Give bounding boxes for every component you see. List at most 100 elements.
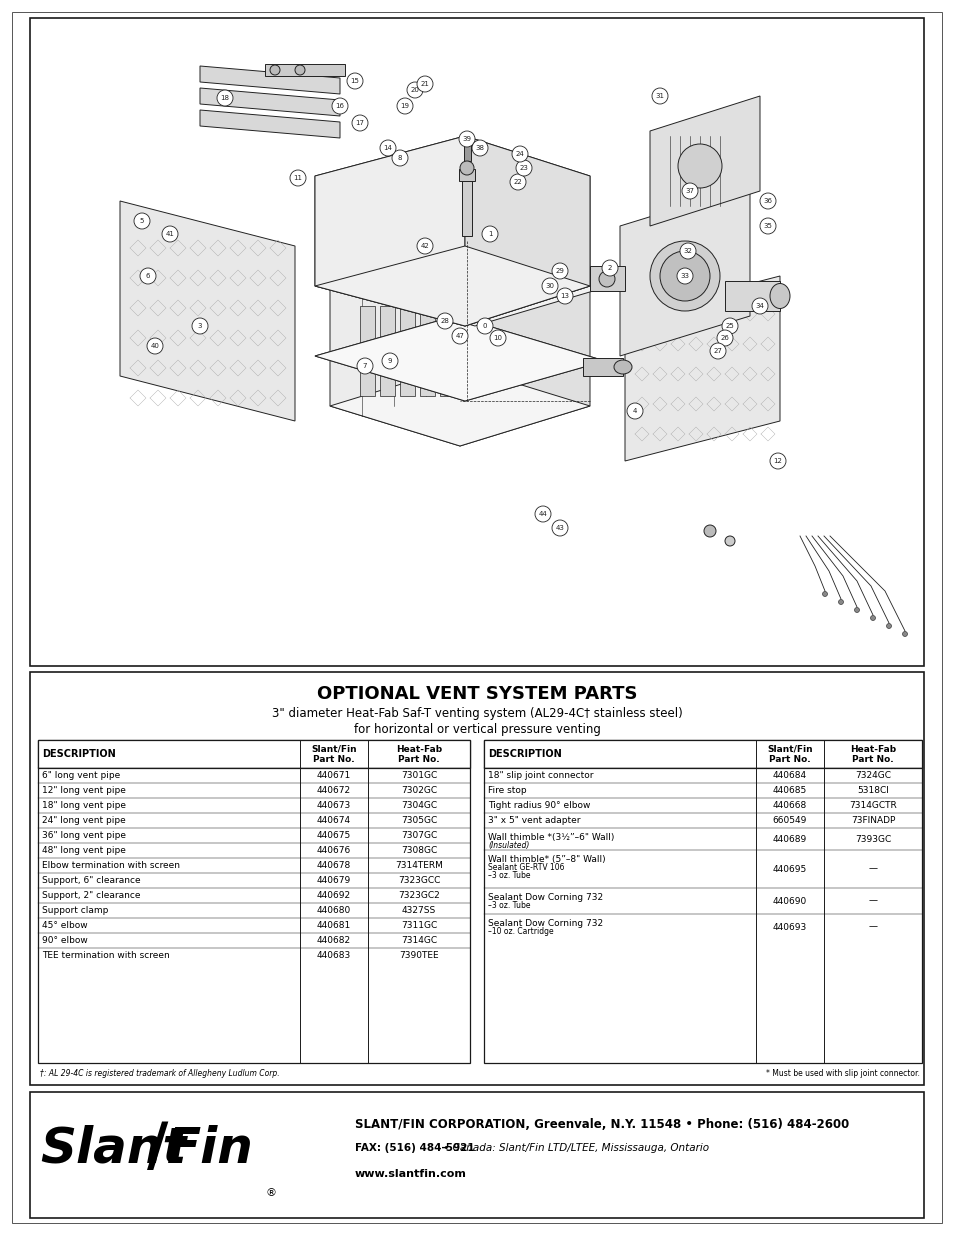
Text: 43: 43 (555, 525, 564, 531)
Text: 7323GC2: 7323GC2 (397, 890, 439, 900)
Text: 12" long vent pipe: 12" long vent pipe (42, 785, 126, 795)
Circle shape (681, 183, 698, 199)
Ellipse shape (769, 284, 789, 309)
Bar (379, 306, 395, 396)
Text: 8: 8 (397, 156, 402, 161)
Circle shape (649, 241, 720, 311)
Text: 3: 3 (197, 324, 202, 329)
Text: 24" long vent pipe: 24" long vent pipe (42, 816, 126, 825)
Text: Sealant GE-RTV 106: Sealant GE-RTV 106 (488, 863, 564, 872)
Bar (419, 306, 435, 396)
Text: 7311GC: 7311GC (400, 921, 436, 930)
Polygon shape (464, 136, 589, 326)
Text: —: — (867, 923, 877, 931)
Text: 28: 28 (440, 317, 449, 324)
Bar (30, 1092, 923, 1218)
Text: 7305GC: 7305GC (400, 816, 436, 825)
Bar (38, 740, 470, 1063)
Text: 25: 25 (725, 324, 734, 329)
Text: 440675: 440675 (316, 831, 351, 840)
Text: 30: 30 (545, 283, 554, 289)
Circle shape (724, 536, 734, 546)
Bar (461, 182, 472, 236)
Text: Sealant Dow Corning 732: Sealant Dow Corning 732 (488, 919, 602, 927)
Text: –3 oz. Tube: –3 oz. Tube (488, 902, 530, 910)
Polygon shape (624, 275, 780, 461)
Text: • Canada: Slant/Fin LTD/LTEE, Mississauga, Ontario: • Canada: Slant/Fin LTD/LTEE, Mississaug… (440, 1144, 709, 1153)
Bar (724, 282, 780, 311)
Text: 7307GC: 7307GC (400, 831, 436, 840)
Text: Tight radius 90° elbow: Tight radius 90° elbow (488, 802, 590, 810)
Text: 18" slip joint connector: 18" slip joint connector (488, 771, 593, 781)
Text: Part No.: Part No. (768, 756, 810, 764)
Text: 44: 44 (538, 511, 547, 517)
Text: 26: 26 (720, 335, 729, 341)
Text: 36" long vent pipe: 36" long vent pipe (42, 831, 126, 840)
Text: 7314GCTR: 7314GCTR (848, 802, 896, 810)
Polygon shape (314, 316, 604, 401)
Polygon shape (200, 65, 339, 94)
Text: 440676: 440676 (316, 846, 351, 855)
Text: 4: 4 (632, 408, 637, 414)
Circle shape (352, 115, 368, 131)
Bar (359, 306, 375, 396)
Circle shape (838, 599, 842, 604)
Text: OPTIONAL VENT SYSTEM PARTS: OPTIONAL VENT SYSTEM PARTS (316, 685, 637, 703)
Text: 440674: 440674 (316, 816, 351, 825)
Circle shape (677, 268, 692, 284)
Text: 45° elbow: 45° elbow (42, 921, 88, 930)
Text: 9: 9 (387, 358, 392, 364)
Polygon shape (200, 88, 339, 116)
Circle shape (416, 238, 433, 254)
Text: (Insulated): (Insulated) (488, 841, 529, 850)
Text: 18: 18 (220, 95, 230, 101)
Polygon shape (330, 246, 459, 446)
Circle shape (678, 144, 721, 188)
Circle shape (717, 330, 732, 346)
Text: 7302GC: 7302GC (400, 785, 436, 795)
Text: 0: 0 (482, 324, 487, 329)
Text: for horizontal or vertical pressure venting: for horizontal or vertical pressure vent… (354, 722, 599, 736)
Text: 42: 42 (420, 243, 429, 249)
Text: 7314TERM: 7314TERM (395, 861, 442, 869)
Text: /: / (147, 1120, 168, 1177)
Text: Wall thimble *(3½”–6" Wall): Wall thimble *(3½”–6" Wall) (488, 832, 614, 842)
Circle shape (552, 263, 567, 279)
Circle shape (459, 161, 474, 175)
Text: Heat-Fab: Heat-Fab (395, 745, 441, 753)
Text: * Must be used with slip joint connector.: * Must be used with slip joint connector… (765, 1068, 919, 1077)
Text: —: — (867, 864, 877, 873)
Circle shape (821, 592, 826, 597)
Polygon shape (649, 96, 760, 226)
Text: 440689: 440689 (772, 835, 806, 844)
Circle shape (885, 624, 890, 629)
Circle shape (510, 174, 525, 190)
Text: 21: 21 (420, 82, 429, 86)
Circle shape (679, 243, 696, 259)
Text: Wall thimble* (5”–8" Wall): Wall thimble* (5”–8" Wall) (488, 855, 605, 864)
Circle shape (703, 525, 716, 537)
Text: Part No.: Part No. (313, 756, 355, 764)
Text: 41: 41 (166, 231, 174, 237)
Circle shape (760, 193, 775, 209)
Text: 16: 16 (335, 103, 344, 109)
Text: 7323GCC: 7323GCC (397, 876, 439, 885)
Polygon shape (120, 201, 294, 421)
Text: 7: 7 (362, 363, 367, 369)
Circle shape (396, 98, 413, 114)
Text: 440668: 440668 (772, 802, 806, 810)
Text: 47: 47 (456, 333, 464, 338)
Polygon shape (314, 136, 589, 326)
Circle shape (416, 77, 433, 91)
Text: 440682: 440682 (316, 936, 351, 945)
Text: 6" long vent pipe: 6" long vent pipe (42, 771, 120, 781)
Text: 24: 24 (515, 151, 524, 157)
Text: †: AL 29-4C is registered trademark of Allegheny Ludlum Corp.: †: AL 29-4C is registered trademark of A… (40, 1068, 279, 1077)
Circle shape (290, 170, 306, 186)
Polygon shape (314, 246, 589, 326)
Text: 14: 14 (383, 144, 392, 151)
Circle shape (332, 98, 348, 114)
Text: 38: 38 (475, 144, 484, 151)
Circle shape (192, 317, 208, 333)
Text: Heat-Fab: Heat-Fab (849, 745, 895, 753)
